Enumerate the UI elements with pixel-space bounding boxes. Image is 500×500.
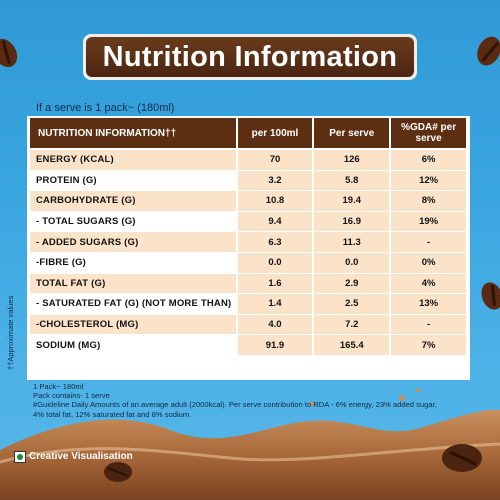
per100-cell: 9.4 [237, 211, 315, 233]
table-row: -CHOLESTEROL (MG) 4.0 7.2- [30, 314, 468, 336]
per-serve-cell: 0.0 [314, 252, 392, 274]
per-serve-cell: 2.5 [314, 294, 392, 315]
nutrient-cell: TOTAL FAT (G) [30, 273, 238, 295]
gda-cell: 12% [391, 170, 468, 192]
gda-cell: 6% [391, 150, 468, 171]
per-serve-cell: 5.8 [314, 170, 392, 192]
per-serve-cell: 16.9 [314, 211, 392, 233]
nutrient-cell: - ADDED SUGARS (G) [30, 232, 238, 253]
gda-cell: 4% [391, 273, 468, 295]
nutrient-cell: PROTEIN (G) [30, 170, 238, 192]
approximate-values-note: ††Approximate values [6, 295, 15, 370]
nutrient-cell: SODIUM (MG) [30, 335, 238, 356]
table-row: - SATURATED FAT (G) (NOT MORE THAN) 1.4 2.… [30, 294, 468, 315]
column-header-per-serve: Per serve [314, 118, 392, 150]
nutrient-cell: -CHOLESTEROL (MG) [30, 314, 238, 336]
column-header-gda: %GDA# per serve [391, 118, 468, 150]
footnote-line: #Guideline Daily Amounts of an average a… [33, 400, 437, 410]
per100-cell: 91.9 [237, 335, 315, 356]
per-serve-cell: 11.3 [314, 232, 392, 253]
table-row: PROTEIN (G) 3.2 5.8 12% [30, 170, 468, 192]
per100-cell: 70 [237, 150, 315, 171]
per100-cell: 0.0 [237, 252, 315, 274]
per-serve-cell: 126 [314, 150, 392, 171]
footnote-line: 4% total fat, 12% saturated fat and 8% s… [33, 409, 192, 419]
column-header-per100: per 100ml [237, 118, 315, 150]
per100-cell: 10.8 [237, 191, 315, 212]
nutrient-cell: ENERGY (KCAL) [30, 150, 238, 171]
table-row: -FIBRE (G) 0.0 0.0 0% [30, 252, 468, 274]
per100-cell: 6.3 [237, 232, 315, 253]
table-row: TOTAL FAT (G) 1.6 2.9 4% [30, 273, 468, 295]
table-row: ENERGY (KCAL) 70 126 6% [30, 150, 468, 171]
nutrition-table: NUTRITION INFORMATION†† per 100ml Per se… [30, 118, 468, 356]
footnote-line: Pack contains- 1 serve [33, 391, 110, 401]
nutrient-cell: - SATURATED FAT (G) (NOT MORE THAN) [30, 294, 238, 315]
page-title: Nutrition Information [86, 37, 414, 77]
per100-cell: 1.4 [237, 294, 315, 315]
table-header-row: NUTRITION INFORMATION†† per 100ml Per se… [30, 118, 468, 150]
per-serve-cell: 2.9 [314, 273, 392, 295]
nutrient-cell: - TOTAL SUGARS (G) [30, 211, 238, 233]
gda-cell: 8% [391, 191, 468, 212]
gda-cell: 13% [391, 294, 468, 315]
creative-visualisation-label: Creative Visualisation [29, 451, 133, 462]
veg-mark-icon [14, 451, 26, 463]
table-row: CARBOHYDRATE (G) 10.8 19.4 8% [30, 191, 468, 212]
table-row: SODIUM (MG) 91.9 165.4 7% [30, 335, 468, 356]
nutrient-cell: CARBOHYDRATE (G) [30, 191, 238, 212]
gda-cell: - [391, 232, 468, 253]
title-banner: Nutrition Information [83, 34, 417, 80]
column-header-nutrient: NUTRITION INFORMATION†† [30, 118, 238, 150]
per100-cell: 4.0 [237, 314, 315, 336]
per-serve-cell: 7.2 [314, 314, 392, 336]
gda-cell: 0% [391, 252, 468, 274]
gda-cell: 19% [391, 211, 468, 233]
nutrient-cell: -FIBRE (G) [30, 252, 238, 274]
per100-cell: 1.6 [237, 273, 315, 295]
per100-cell: 3.2 [237, 170, 315, 192]
gda-cell: - [391, 314, 468, 336]
table-row: - ADDED SUGARS (G) 6.3 11.3- [30, 232, 468, 253]
footnote-line: 1 Pack~ 180ml [33, 382, 84, 391]
per-serve-cell: 165.4 [314, 335, 392, 356]
footnotes: 1 Pack~ 180ml Pack contains- 1 serve #Gu… [33, 382, 473, 419]
per-serve-cell: 19.4 [314, 191, 392, 212]
coffee-splash-image [0, 388, 500, 500]
table-row: - TOTAL SUGARS (G) 9.4 16.9 19% [30, 211, 468, 233]
serve-note: If a serve is 1 pack~ (180ml) [36, 102, 175, 114]
gda-cell: 7% [391, 335, 468, 356]
